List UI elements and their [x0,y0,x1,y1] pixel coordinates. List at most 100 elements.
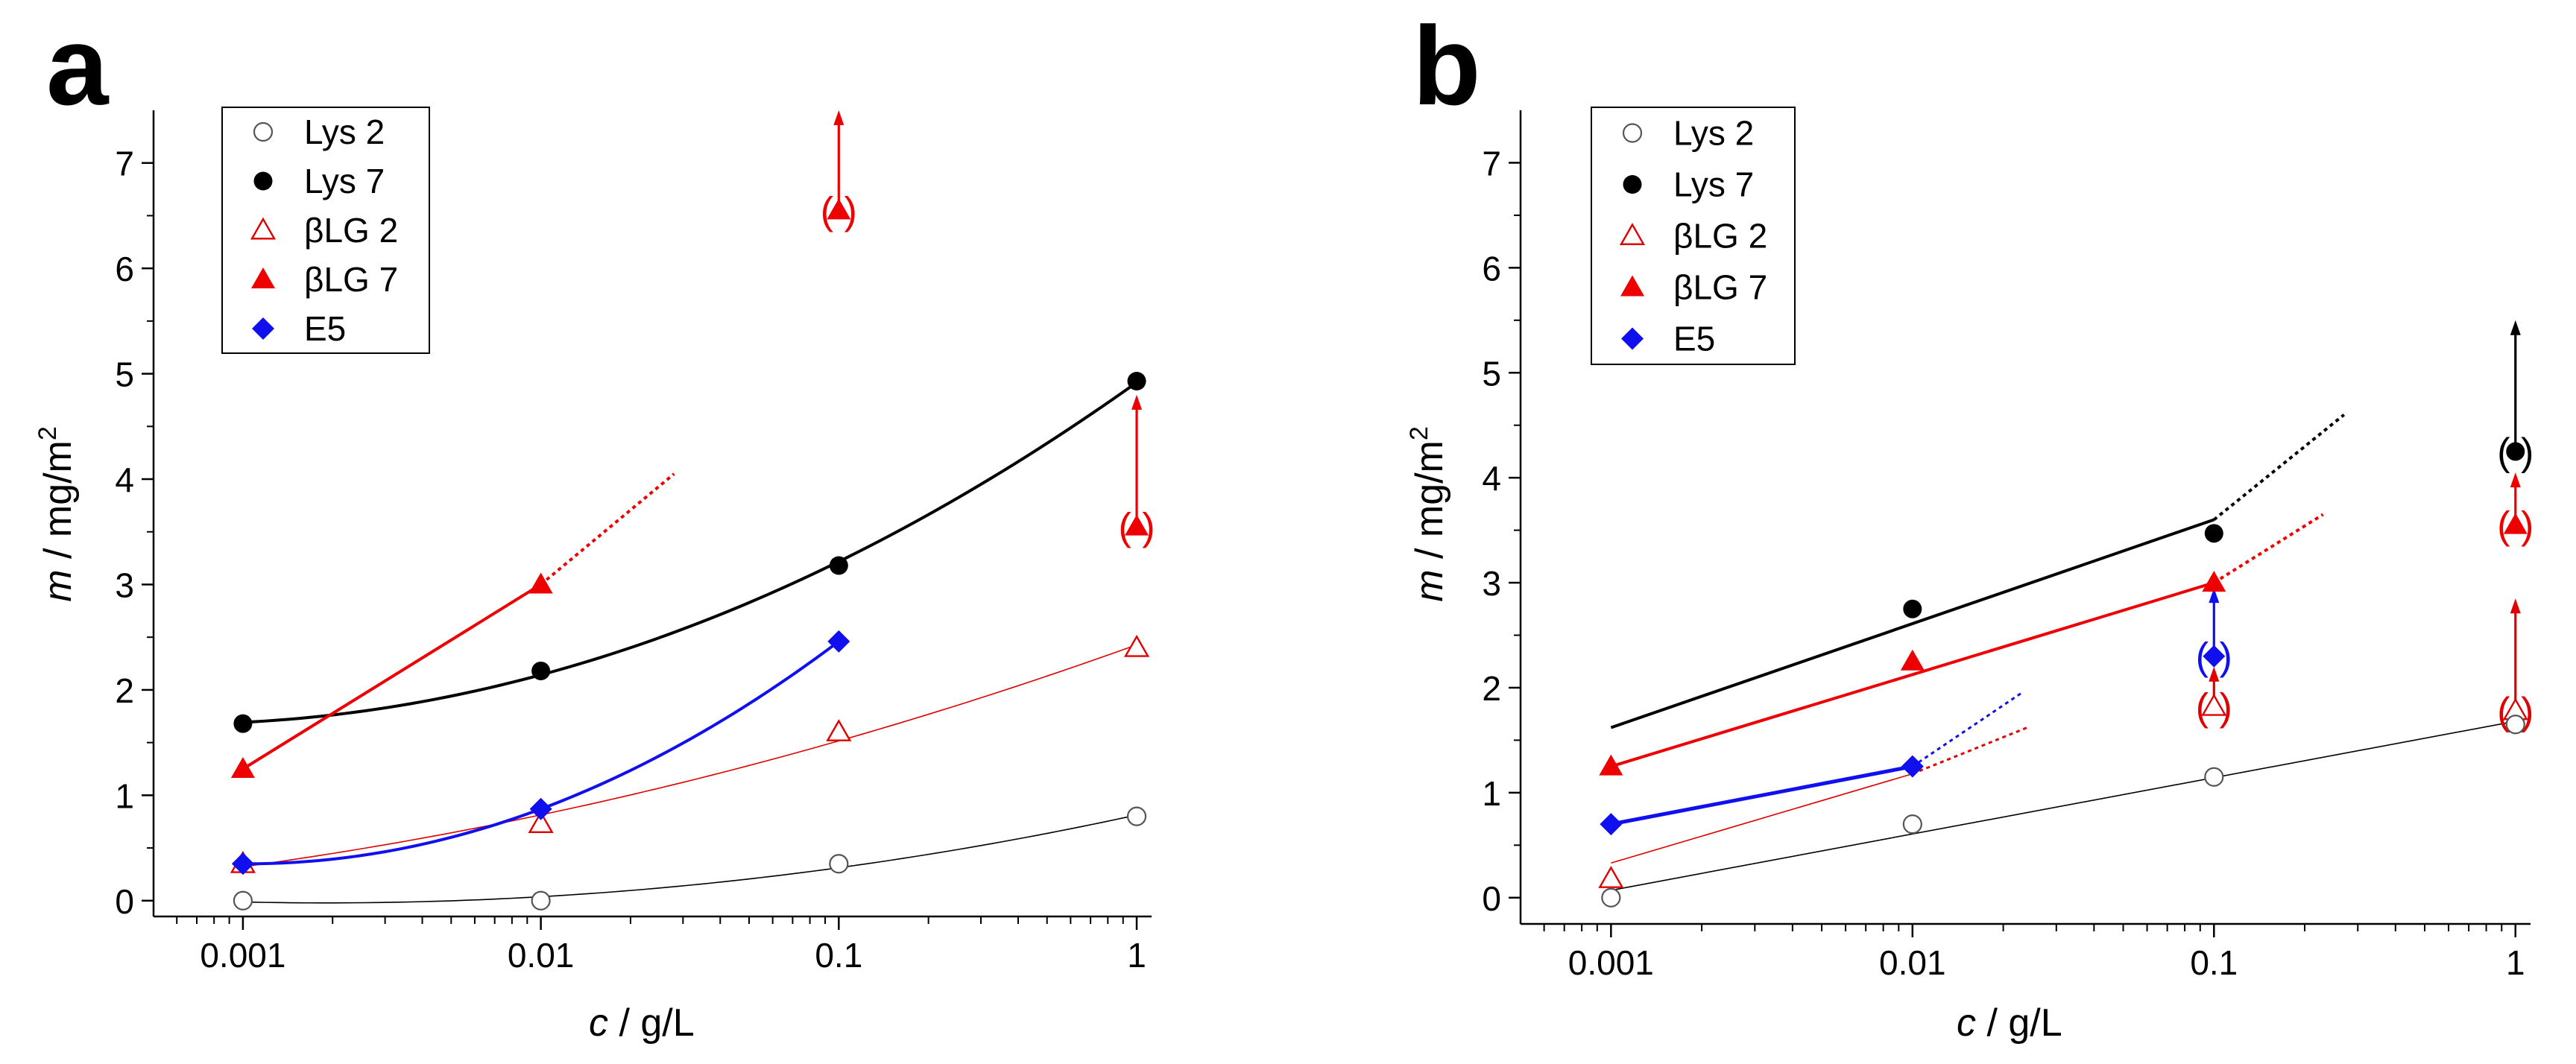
panel-a-fit-5 [540,472,675,586]
panel-b-y-tick-label: 6 [1482,249,1501,288]
panel-b-arrow-head [2209,666,2220,682]
panel-a-legend-marker-2 [250,217,277,240]
panel-b-y-tick-label: 5 [1482,354,1501,393]
panel-a-y-tick-label: 1 [115,776,134,815]
panel-b-arrow-head [2510,472,2521,488]
panel-a-x-unit: / g/L [608,1001,695,1045]
panel-b-point-βlg-7-0 [1599,754,1623,776]
panel-b-y-tick-label: 0 [1482,879,1501,918]
panel-a-x-tick-label: 0.001 [200,936,285,975]
panel-b-legend-label-3: βLG 7 [1673,268,1767,307]
panel-a-arrow-head [1131,394,1143,410]
panel-a-legend-label-2: βLG 2 [304,211,398,250]
panel-b-y-axis-label: m / mg/m2 [1405,426,1451,602]
panel-b-point-e5-1 [1901,755,1924,778]
panel-a-legend-marker-1 [253,171,273,191]
panel-b-fit-6 [2213,513,2324,584]
panel-b-fit-4 [2213,414,2346,522]
panel-b-point-βlg-7-2 [2202,571,2226,592]
panel-b-point-βlg-7-1 [1900,649,1925,671]
panel-b-legend-label-4: E5 [1673,320,1715,358]
panel-b-axes [1509,110,2531,937]
panel-a-legend-marker-0 [253,121,274,142]
panel-a-bracketed-point-0 [827,198,851,220]
panel-b-point-lys-2-1 [1902,814,1922,835]
panel-a-point-lys-2-0 [233,890,253,911]
panel-b-x-tick-label: 0.1 [2190,943,2238,982]
panel-b-fit-2 [1912,726,2028,775]
panel-b-bracketed-point-1 [2201,693,2227,716]
panel-a-point-βlg-7-1 [528,572,553,594]
panel-a-point-lys-2-3 [1126,806,1147,826]
panel-b-y-tick-label: 1 [1482,774,1501,813]
panel-b-legend-label-2: βLG 2 [1673,217,1767,256]
panel-a-legend-label-1: Lys 7 [304,162,385,200]
panel-b-legend-marker-3 [1620,275,1644,297]
panel-b-x-unit: / g/L [1976,1001,2062,1045]
panel-a-y-tick-label: 4 [115,460,134,499]
panel-b-x-axis-label: c / g/L [1957,1001,2062,1045]
panel-b-fit-5 [1610,581,2214,768]
panel-b-fit-7 [1610,764,1913,826]
panel-a-bracketed-point-1 [1125,514,1149,536]
panel-a-axes [142,110,1152,930]
panel-a-legend: Lys 2 Lys 7 βLG 2 βLG 7 E5 [221,107,430,354]
panel-b-bracketed-point-2 [2506,442,2525,461]
panel-a-y-tick-label: 2 [115,671,134,710]
panel-a-legend-marker-3 [251,267,275,288]
panel-a-x-tick-label: 0.01 [508,936,575,975]
panel-b-fit-0 [1611,721,2516,891]
panel-a-x-axis-label: c / g/L [589,1001,695,1045]
panel-b-arrow-head [2209,588,2220,604]
panel-b-x-tick-label: 0.01 [1879,943,1946,982]
panel-b-point-lys-7-1 [2204,524,2223,543]
panel-a-point-lys-2-1 [531,890,551,911]
panel-b-legend: Lys 2 Lys 7 βLG 2 βLG 7 E5 [1591,107,1796,365]
panel-a-arrow-head [833,110,845,125]
panel-b-bracketed-point-3 [2503,513,2528,534]
panel-a-fit-1 [242,381,1138,724]
panel-a-y-unit: / mg/m [37,440,80,569]
panel-b-tick-labels: 0 1 2 3 4 5 6 7 0.001 0.01 0.1 1 [1482,144,2525,982]
panel-a-x-tick-label: 0.1 [815,936,862,975]
panel-b-point-lys-2-2 [2204,767,2224,787]
panel-b-x-tick-label: 0.001 [1568,943,1654,982]
panel-a-x-tick-label: 1 [1127,936,1146,975]
panel-b-point-e5-0 [1600,813,1623,836]
panel-b-legend-marker-0 [1622,123,1643,143]
panel-b-fit-3 [1610,518,2214,729]
panel-b-point-βlg-2-0 [1598,865,1624,888]
panel-b-x-tick-label: 1 [2506,943,2525,982]
panel-b-fit-1 [1611,773,1913,864]
panel-b-arrow-head [2510,598,2521,614]
panel-a-y-tick-label: 0 [115,882,134,921]
panel-a-point-e5-1 [529,797,552,820]
panel-a-point-lys-7-2 [829,556,848,575]
panel-b-y-tick-label: 3 [1482,564,1501,603]
panel-a-legend-marker-4 [252,317,274,340]
panel-a-y-axis-label: m / mg/m2 [34,426,80,602]
panel-a-point-lys-7-1 [531,661,551,680]
panel-b-legend-marker-4 [1621,327,1644,350]
panel-a-point-lys-7-3 [1127,371,1146,390]
panel-a-fit-0 [242,814,1137,904]
panel-b-y-var: m [1408,569,1451,601]
panel-b-y-tick-label: 2 [1482,669,1501,708]
panel-b-y-sup: 2 [1405,426,1433,440]
panel-b-label: b [1412,3,1481,128]
panel-b-fit-lines [1610,414,2516,891]
panel-a-label: a [46,3,110,128]
panel-b-y-tick-label: 7 [1482,144,1501,183]
panel-a-legend-label-0: Lys 2 [304,113,385,151]
panel-a-point-βlg-2-2 [826,719,852,741]
panel-a-point-e5-0 [231,852,254,875]
panel-a-x-var: c [589,1001,608,1045]
panel-b-arrow-head [2510,320,2521,335]
panel-a-point-lys-2-2 [829,854,849,874]
panel-a-y-var: m [37,569,80,601]
panel-a-legend-label-4: E5 [304,309,346,348]
panel-a-point-e5-2 [827,630,850,653]
